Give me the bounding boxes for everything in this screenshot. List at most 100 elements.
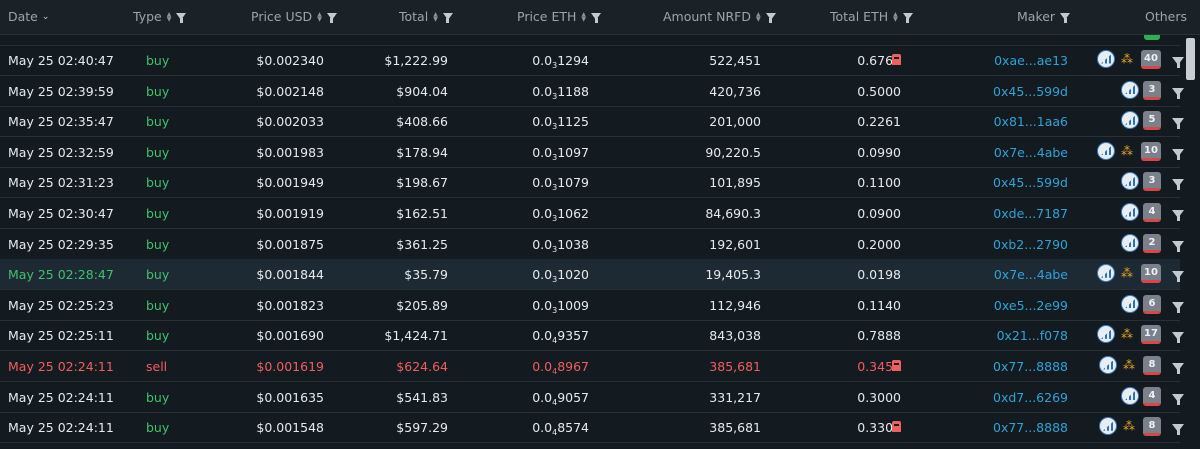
count-badge[interactable]: 17 <box>1141 325 1161 345</box>
chart-icon[interactable] <box>1099 417 1117 436</box>
table-row[interactable]: May 25 02:35:47 buy $0.002033 $408.66 0.0311… <box>0 106 1184 138</box>
table-row[interactable]: May 25 02:24:11 buy $0.001548 $597.29 0.0485… <box>0 412 1184 444</box>
count-badge[interactable]: 6 <box>1143 294 1161 314</box>
filter-icon[interactable] <box>902 13 913 23</box>
alert-icon <box>892 54 901 65</box>
filter-icon[interactable] <box>591 13 602 23</box>
count-badge[interactable]: 3 <box>1143 172 1161 192</box>
chart-icon[interactable] <box>1097 264 1115 283</box>
column-total[interactable]: Total ▲ ▼ <box>399 9 453 24</box>
chart-icon[interactable] <box>1121 172 1139 191</box>
filter-icon[interactable] <box>1172 363 1184 374</box>
maker-address[interactable]: 0x45...599d <box>993 175 1068 191</box>
price-eth: 0.031079 <box>532 175 589 192</box>
table-row[interactable]: May 25 02:30:47 buy $0.001919 $162.51 0.0310… <box>0 198 1184 229</box>
count-badge[interactable]: 8 <box>1143 417 1161 437</box>
chart-icon[interactable] <box>1121 294 1139 313</box>
maker-address[interactable]: 0x7e...4abe <box>993 144 1068 160</box>
scrollbar-track[interactable] <box>1184 35 1196 449</box>
chart-icon[interactable] <box>1097 50 1115 68</box>
count-badge[interactable]: 3 <box>1143 80 1161 100</box>
filter-icon[interactable] <box>176 13 187 23</box>
price-eth-prefix: 0.0 <box>532 297 553 313</box>
maker-address[interactable]: 0x45...599d <box>993 83 1068 99</box>
sort-icon[interactable]: ▲ ▼ <box>893 10 898 23</box>
chart-icon[interactable] <box>1121 80 1139 99</box>
total-eth: 0.1140 <box>857 297 901 313</box>
sort-icon[interactable]: ▲ ▼ <box>755 10 761 23</box>
maker-address[interactable]: 0x77...8888 <box>993 359 1068 374</box>
count-badge[interactable]: 4 <box>1143 386 1161 406</box>
column-amount[interactable]: Amount NRFD ▲ ▼ <box>663 9 776 24</box>
price-eth-prefix: 0.0 <box>532 389 553 405</box>
table-row[interactable]: May 25 02:39:59 buy $0.002148 $904.04 0.0311… <box>0 76 1184 107</box>
chart-icon[interactable] <box>1121 233 1139 252</box>
filter-icon[interactable] <box>1172 424 1184 436</box>
sort-icon[interactable]: ▲ ▼ <box>581 10 587 23</box>
price-eth-prefix: 0.0 <box>532 328 553 344</box>
table-row[interactable]: May 25 02:25:11 buy $0.001690 $1,424.71 0.04… <box>0 320 1184 352</box>
column-maker[interactable]: Maker <box>1017 9 1071 24</box>
filter-icon[interactable] <box>326 13 337 23</box>
chart-icon[interactable] <box>1099 356 1117 374</box>
chart-icon[interactable] <box>1097 141 1115 160</box>
column-date[interactable]: Date ⌄ <box>8 9 49 24</box>
chart-icon[interactable] <box>1121 203 1139 221</box>
maker-address[interactable]: 0xde...7187 <box>993 206 1068 221</box>
filter-icon[interactable] <box>1172 301 1184 313</box>
filter-icon[interactable] <box>1172 148 1184 160</box>
maker-address[interactable]: 0x77...8888 <box>993 420 1068 436</box>
filter-icon[interactable] <box>1172 393 1184 405</box>
filter-icon[interactable] <box>1172 87 1184 99</box>
maker-address[interactable]: 0xe5...2e99 <box>993 297 1068 313</box>
table-row[interactable]: May 25 02:29:35 buy $0.001875 $361.25 0.0310… <box>0 229 1184 260</box>
table-row[interactable]: May 25 02:32:59 buy $0.001983 $178.94 0.0310… <box>0 137 1184 168</box>
sort-icon[interactable]: ▲ ▼ <box>317 10 322 23</box>
filter-icon[interactable] <box>1172 271 1184 283</box>
chevron-down-icon[interactable]: ⌄ <box>41 11 50 22</box>
column-price-eth[interactable]: Price ETH ▲ ▼ <box>517 9 602 24</box>
count-badge[interactable]: 10 <box>1141 141 1161 161</box>
filter-icon[interactable] <box>1172 240 1184 252</box>
filter-icon[interactable] <box>1172 118 1184 130</box>
total-usd: $904.04 <box>396 83 448 99</box>
table-row[interactable]: May 25 02:40:47 buy $0.002340 $1,222.99 0.03… <box>0 45 1184 76</box>
trade-date: May 25 02:35:47 <box>8 114 114 130</box>
maker-address[interactable]: 0x21...f078 <box>996 328 1068 344</box>
count-badge[interactable]: 10 <box>1141 264 1161 284</box>
trade-type: buy <box>146 83 170 99</box>
maker-address[interactable]: 0x7e...4abe <box>993 267 1068 283</box>
filter-icon[interactable] <box>1172 179 1184 191</box>
sort-icon[interactable]: ▲ ▼ <box>433 10 438 23</box>
filter-icon[interactable] <box>1172 210 1184 221</box>
count-badge[interactable]: 8 <box>1143 356 1161 375</box>
column-price-usd[interactable]: Price USD ▲ ▼ <box>251 9 337 24</box>
table-row[interactable]: May 25 02:31:23 buy $0.001949 $198.67 0.0310… <box>0 167 1184 199</box>
column-total-eth[interactable]: Total ETH ▲ ▼ <box>830 9 913 24</box>
count-badge[interactable]: 2 <box>1143 233 1161 253</box>
filter-icon[interactable] <box>1060 13 1071 23</box>
maker-address[interactable]: 0xb2...2790 <box>993 236 1068 252</box>
count-badge[interactable]: 5 <box>1143 111 1161 131</box>
sort-icon[interactable]: ▲ ▼ <box>166 10 172 23</box>
filter-icon[interactable] <box>765 13 776 23</box>
filter-icon[interactable] <box>442 13 453 23</box>
count-badge[interactable]: 40 <box>1141 50 1161 69</box>
maker-address[interactable]: 0x81...1aa6 <box>993 114 1068 130</box>
table-row[interactable]: May 25 02:24:11 buy $0.001635 $541.83 0.0490… <box>0 382 1184 413</box>
count-badge[interactable]: 4 <box>1143 203 1161 222</box>
table-row[interactable]: May 25 02:28:47 buy $0.001844 $35.79 0.03102… <box>0 259 1184 291</box>
filter-icon[interactable] <box>1172 332 1184 344</box>
chart-icon[interactable] <box>1097 325 1115 344</box>
price-eth-prefix: 0.0 <box>532 175 553 191</box>
chart-icon[interactable] <box>1121 111 1139 130</box>
scrollbar-thumb[interactable] <box>1186 38 1195 80</box>
maker-address[interactable]: 0xd7...6269 <box>993 389 1068 405</box>
filter-icon[interactable] <box>1172 57 1184 68</box>
tree-icon: ⁂ <box>1121 52 1133 66</box>
table-row[interactable]: May 25 02:24:11 sell $0.001619 $624.64 0.048… <box>0 351 1184 382</box>
maker-address[interactable]: 0xae...ae13 <box>994 53 1068 68</box>
table-row[interactable]: May 25 02:25:23 buy $0.001823 $205.89 0.0310… <box>0 290 1184 321</box>
column-type[interactable]: Type ▲ ▼ <box>133 9 187 24</box>
chart-icon[interactable] <box>1121 386 1139 405</box>
